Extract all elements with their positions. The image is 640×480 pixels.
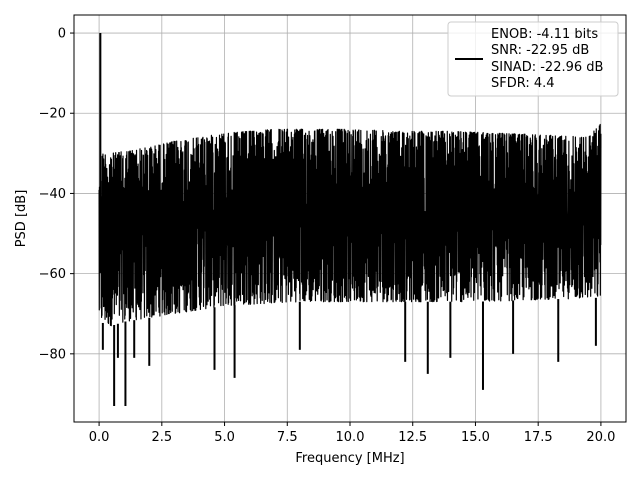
y-tick-label: −20	[39, 107, 66, 122]
x-tick-label: 17.5	[524, 430, 553, 445]
series-layer	[98, 33, 602, 406]
x-axis-label: Frequency [MHz]	[295, 451, 404, 466]
x-tick-label: 2.5	[151, 430, 172, 445]
legend: ENOB: -4.11 bits SNR: -22.95 dB SINAD: -…	[447, 21, 619, 97]
psd-series-line	[98, 123, 602, 327]
x-tick-label: 0.0	[89, 430, 110, 445]
y-tick-label: −60	[39, 267, 66, 282]
y-tick-label: 0	[58, 27, 66, 42]
x-tick-label: 10.0	[336, 430, 365, 445]
x-tick-label: 15.0	[461, 430, 490, 445]
legend-entry-snr: SNR: -22.95 dB	[491, 43, 589, 58]
y-tick-label: −80	[39, 347, 66, 362]
plot-area	[98, 33, 602, 406]
y-tick-label: −40	[39, 187, 66, 202]
y-axis-label: PSD [dB]	[14, 190, 29, 248]
legend-box	[447, 21, 619, 97]
x-tick-label: 20.0	[586, 430, 615, 445]
x-tick-label: 7.5	[277, 430, 298, 445]
x-axis-ticks: 0.0 2.5 5.0 7.5 10.0 12.5 15.0 17.5 20.0	[89, 422, 615, 445]
x-tick-label: 12.5	[398, 430, 427, 445]
legend-entry-enob: ENOB: -4.11 bits	[491, 27, 598, 42]
y-axis-ticks: 0 −20 −40 −60 −80	[39, 27, 74, 362]
x-tick-label: 5.0	[214, 430, 235, 445]
legend-entry-sfdr: SFDR: 4.4	[491, 76, 555, 91]
legend-entry-sinad: SINAD: -22.96 dB	[491, 60, 603, 75]
